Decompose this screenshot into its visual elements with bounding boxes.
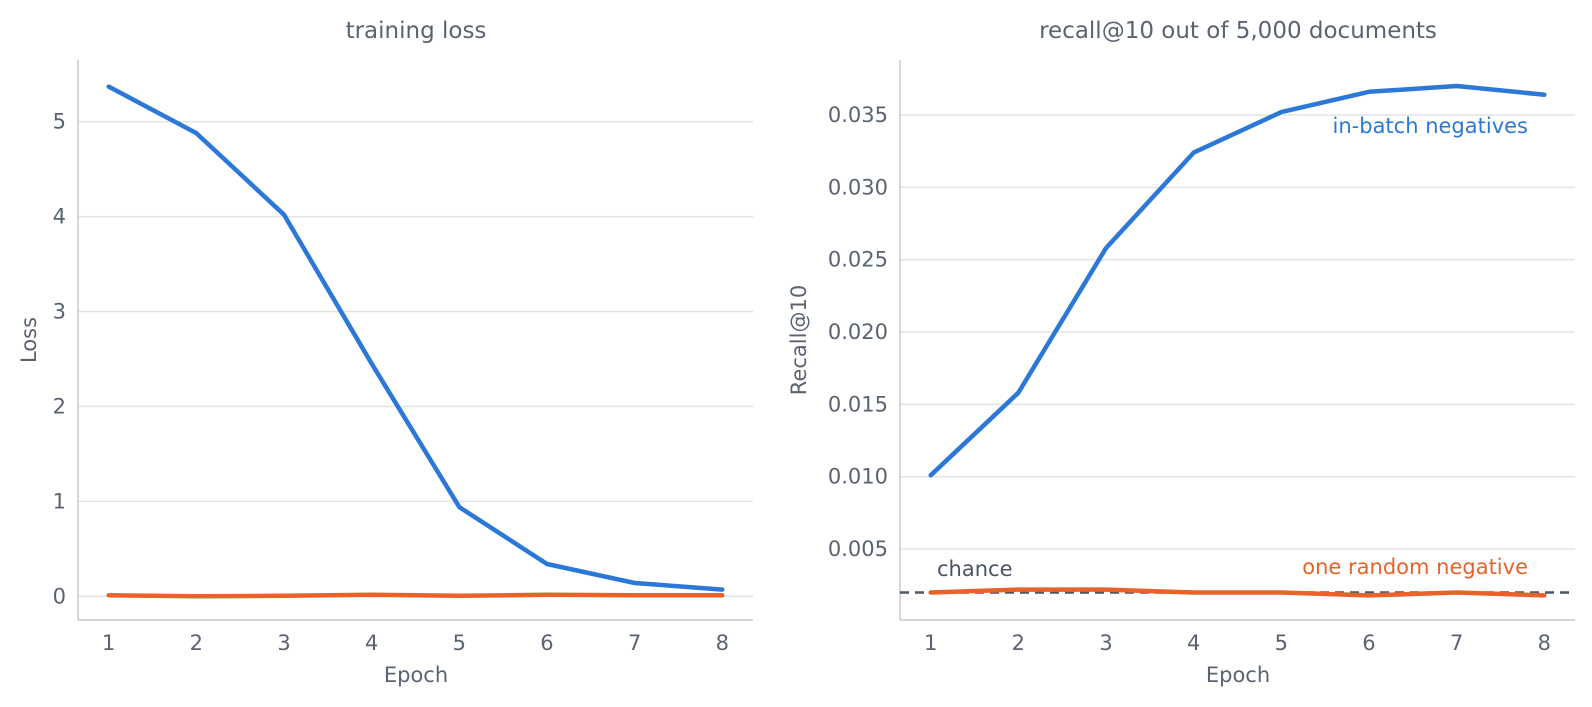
x-axis-label: Epoch: [384, 663, 448, 687]
training-loss-chart: training loss 0 1 2 3 4 5 1 2 3 4 5 6 7 8 Epoch Loss: [17, 18, 753, 687]
gridlines: [78, 120, 753, 598]
y-axis-label: Loss: [17, 317, 41, 363]
series-lines: [928, 83, 1547, 598]
y-tick-label: 4: [53, 205, 66, 229]
series-label-in-batch: in-batch negatives: [1333, 114, 1528, 138]
series-lines: [106, 84, 725, 599]
x-tick-labels: 1 2 3 4 5 6 7 8: [924, 631, 1551, 655]
x-tick-label: 8: [1538, 631, 1551, 655]
y-tick-label: 0.030: [828, 175, 888, 199]
chart-title: training loss: [346, 18, 487, 44]
y-tick-labels: 0.005 0.010 0.015 0.020 0.025 0.030 0.035: [828, 103, 888, 561]
y-tick-label: 3: [53, 300, 66, 324]
x-tick-label: 4: [365, 631, 378, 655]
x-tick-label: 1: [924, 631, 937, 655]
x-tick-label: 3: [1099, 631, 1112, 655]
chance-label: chance: [937, 557, 1013, 581]
x-tick-labels: 1 2 3 4 5 6 7 8: [102, 631, 729, 655]
y-axis-label: Recall@10: [787, 285, 811, 395]
series-line-0: [106, 84, 725, 592]
series-line-1: [106, 592, 725, 599]
y-tick-label: 5: [53, 110, 66, 134]
series-line-0: [928, 83, 1547, 478]
x-tick-label: 6: [1362, 631, 1375, 655]
series-label-random: one random negative: [1302, 555, 1528, 579]
gridlines: [900, 114, 1575, 550]
y-tick-labels: 0 1 2 3 4 5: [53, 110, 66, 609]
y-tick-label: 0.010: [828, 465, 888, 489]
y-tick-label: 0.035: [828, 103, 888, 127]
y-tick-label: 0.015: [828, 392, 888, 416]
x-tick-label: 2: [1012, 631, 1025, 655]
x-tick-label: 6: [540, 631, 553, 655]
y-tick-label: 2: [53, 394, 66, 418]
y-tick-label: 0.005: [828, 537, 888, 561]
x-tick-label: 7: [1450, 631, 1463, 655]
y-tick-label: 0.020: [828, 320, 888, 344]
x-tick-label: 4: [1187, 631, 1200, 655]
x-tick-label: 8: [716, 631, 729, 655]
x-axis-label: Epoch: [1206, 663, 1270, 687]
recall-chart: recall@10 out of 5,000 documents 0.0050.…: [787, 18, 1575, 687]
chart-title: recall@10 out of 5,000 documents: [1039, 18, 1437, 44]
x-tick-label: 7: [628, 631, 641, 655]
y-tick-label: 0.025: [828, 248, 888, 272]
x-tick-label: 5: [453, 631, 466, 655]
x-tick-label: 2: [190, 631, 203, 655]
y-tick-label: 0: [53, 584, 66, 608]
series-line-1: [928, 587, 1547, 598]
x-tick-label: 1: [102, 631, 115, 655]
x-tick-label: 3: [277, 631, 290, 655]
x-tick-label: 5: [1275, 631, 1288, 655]
y-tick-label: 1: [53, 489, 66, 513]
